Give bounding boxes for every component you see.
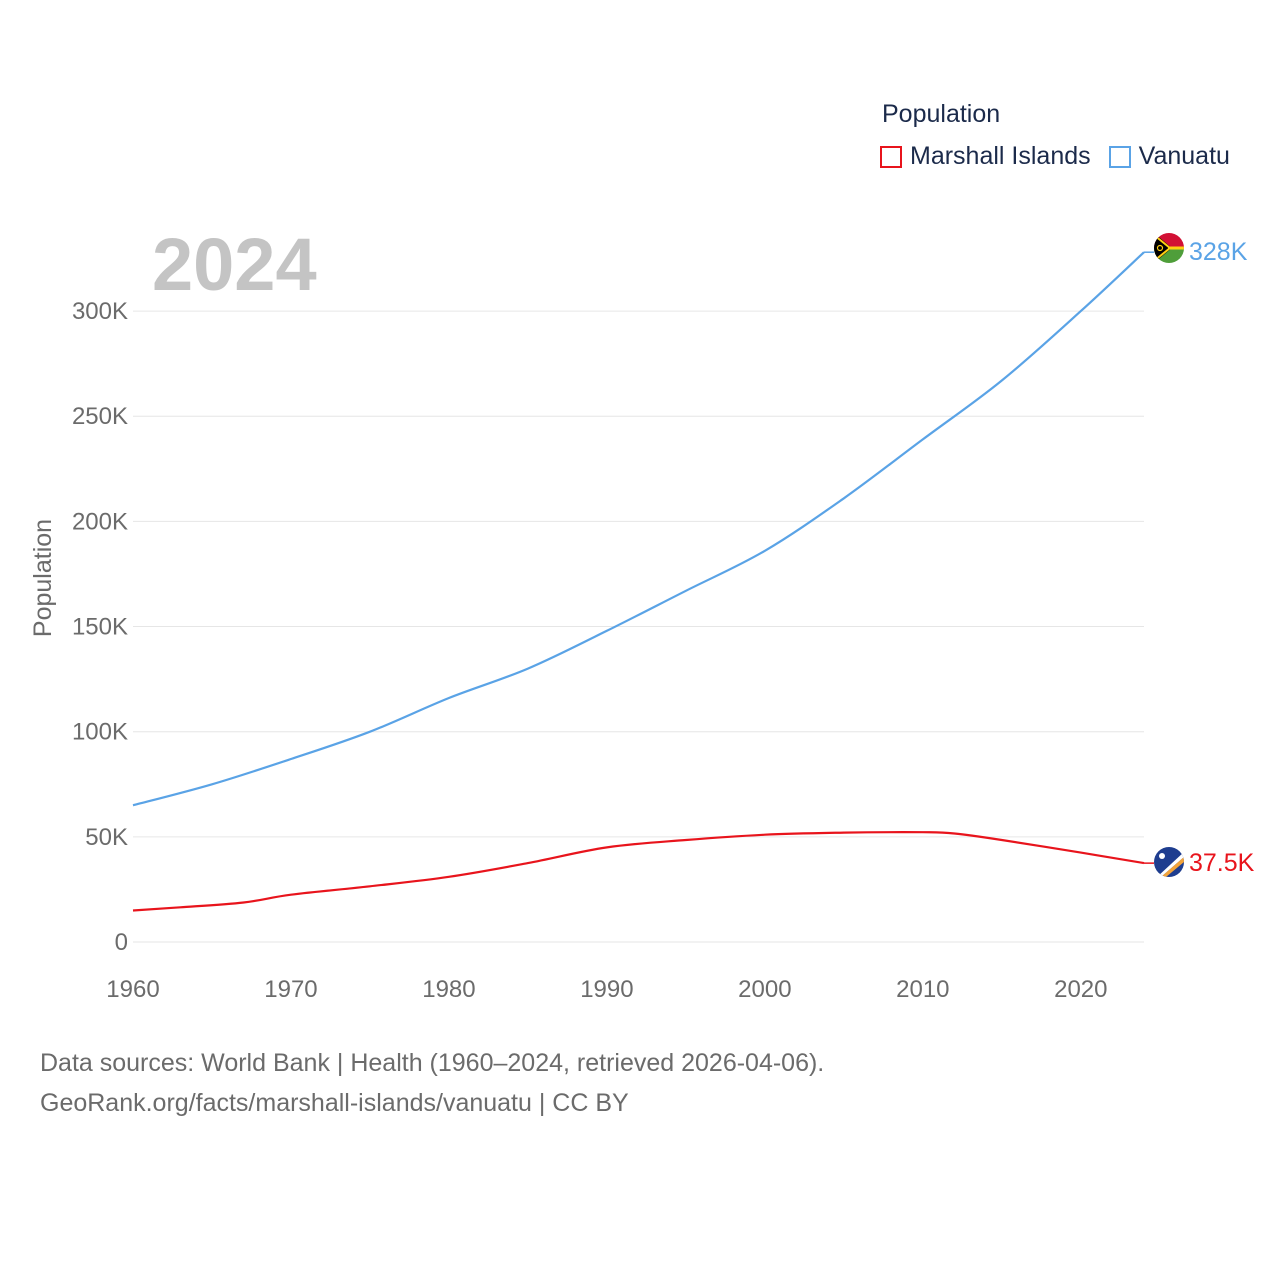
series-line-marshall-islands[interactable] bbox=[132, 831, 1145, 912]
footer: Data sources: World Bank | Health (1960–… bbox=[40, 1043, 824, 1123]
year-label: 2024 bbox=[152, 223, 317, 306]
y-tick-label: 300K bbox=[72, 298, 128, 325]
gridlines bbox=[133, 310, 1144, 943]
legend-swatch-marshall-islands bbox=[880, 145, 902, 168]
y-axis-title: Population bbox=[29, 519, 57, 637]
y-tick-label: 150K bbox=[72, 614, 128, 641]
vanuatu-flag-icon bbox=[1154, 233, 1184, 263]
legend-title: Population bbox=[882, 100, 1001, 128]
x-tick-label: 1960 bbox=[106, 976, 159, 1003]
x-tick-label: 1980 bbox=[422, 976, 475, 1003]
legend-swatch-vanuatu bbox=[1108, 145, 1131, 168]
legend-label-marshall-islands: Marshall Islands bbox=[910, 142, 1091, 170]
vanuatu-end-label: 328K bbox=[1189, 238, 1248, 266]
legend: Marshall Islands Vanuatu bbox=[880, 142, 1248, 171]
y-tick-label: 50K bbox=[85, 824, 128, 851]
x-tick-label: 2010 bbox=[896, 976, 949, 1003]
y-tick-label: 250K bbox=[72, 403, 128, 430]
marshall-islands-flag-icon bbox=[1154, 847, 1184, 877]
y-tick-label: 200K bbox=[72, 508, 128, 535]
y-tick-label: 0 bbox=[115, 929, 128, 956]
legend-item-marshall-islands[interactable]: Marshall Islands bbox=[880, 142, 1091, 171]
footer-sources: Data sources: World Bank | Health (1960–… bbox=[40, 1049, 825, 1077]
y-axis-ticks: 0 50K 100K 150K 200K 250K 300K bbox=[72, 298, 128, 956]
legend-item-vanuatu[interactable]: Vanuatu bbox=[1108, 142, 1230, 171]
series bbox=[132, 251, 1154, 912]
x-tick-label: 2020 bbox=[1054, 976, 1107, 1003]
x-axis-ticks: 1960 1970 1980 1990 2000 2010 2020 bbox=[106, 976, 1107, 1003]
x-tick-label: 2000 bbox=[738, 976, 791, 1003]
x-tick-label: 1990 bbox=[580, 976, 633, 1003]
line-chart: 0 50K 100K 150K 200K 250K 300K 1960 1970 1980 199… bbox=[29, 233, 1255, 1003]
marshall-islands-end-label: 37.5K bbox=[1189, 849, 1255, 877]
footer-attribution[interactable]: GeoRank.org/facts/marshall-islands/vanua… bbox=[40, 1089, 629, 1117]
x-tick-label: 1970 bbox=[264, 976, 317, 1003]
series-line-vanuatu[interactable] bbox=[132, 251, 1145, 807]
y-tick-label: 100K bbox=[72, 719, 128, 746]
legend-label-vanuatu: Vanuatu bbox=[1138, 142, 1230, 170]
